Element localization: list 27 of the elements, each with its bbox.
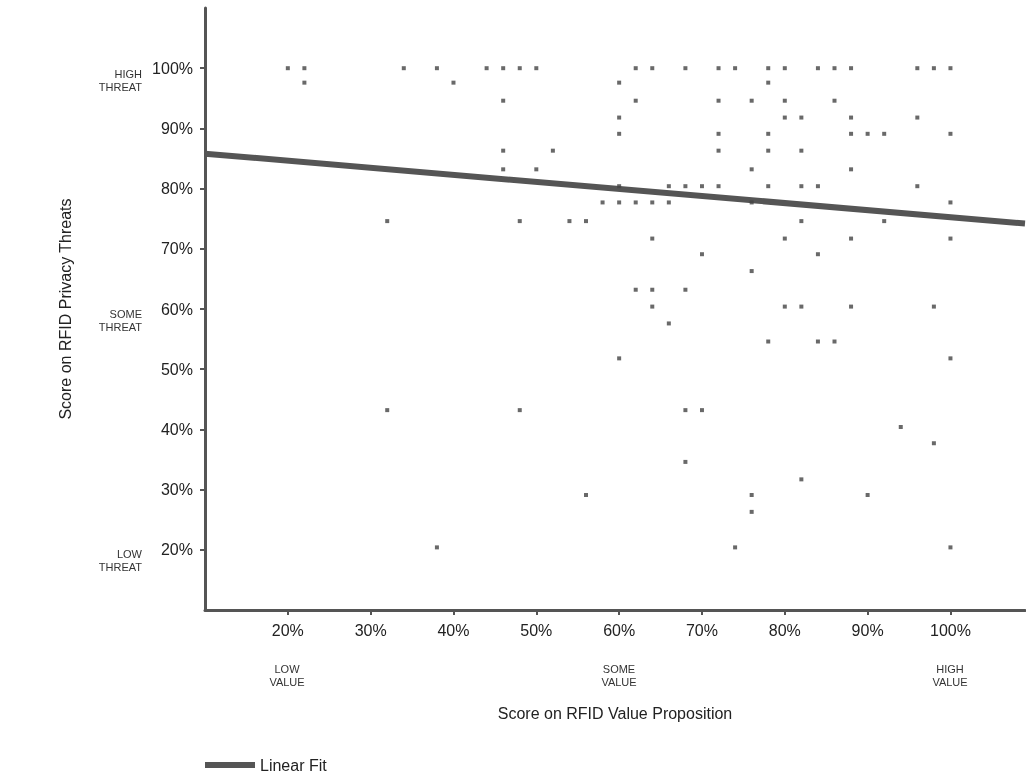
text: LOW THREAT <box>98 547 143 573</box>
y-tick-label: 20% <box>160 541 193 559</box>
x-tick-label: 20% <box>271 621 304 639</box>
text: HIGH VALUE <box>932 662 968 688</box>
x-tick-label: 60% <box>603 621 636 639</box>
x-tick-label: 40% <box>437 621 470 639</box>
x-tick-label: 70% <box>685 621 718 639</box>
y-tick-label: 40% <box>160 420 193 438</box>
x-tick-label: 50% <box>520 621 553 639</box>
text: SOME THREAT <box>98 307 143 333</box>
y-axis-title: Score on RFID Privacy Threats <box>56 198 74 420</box>
text: HIGH THREAT <box>98 67 143 93</box>
y-tick-label: 50% <box>160 360 193 378</box>
y-tick-label: 100% <box>152 59 193 77</box>
y-tick-label: 70% <box>160 240 193 258</box>
x-tick-label: 100% <box>929 621 971 639</box>
text: LOW VALUE <box>269 662 305 688</box>
text: SOME VALUE <box>601 662 637 688</box>
y-tick-label: 90% <box>160 119 193 137</box>
y-tick-label: 80% <box>160 180 193 198</box>
x-tick-label: 30% <box>354 621 387 639</box>
x-axis-title: Score on RFID Value Proposition <box>497 704 733 722</box>
legend-label: Linear Fit <box>260 756 328 774</box>
x-tick-label: 90% <box>851 621 884 639</box>
x-tick-label: 80% <box>768 621 801 639</box>
y-tick-label: 60% <box>160 300 193 318</box>
y-tick-label: 30% <box>160 481 193 499</box>
